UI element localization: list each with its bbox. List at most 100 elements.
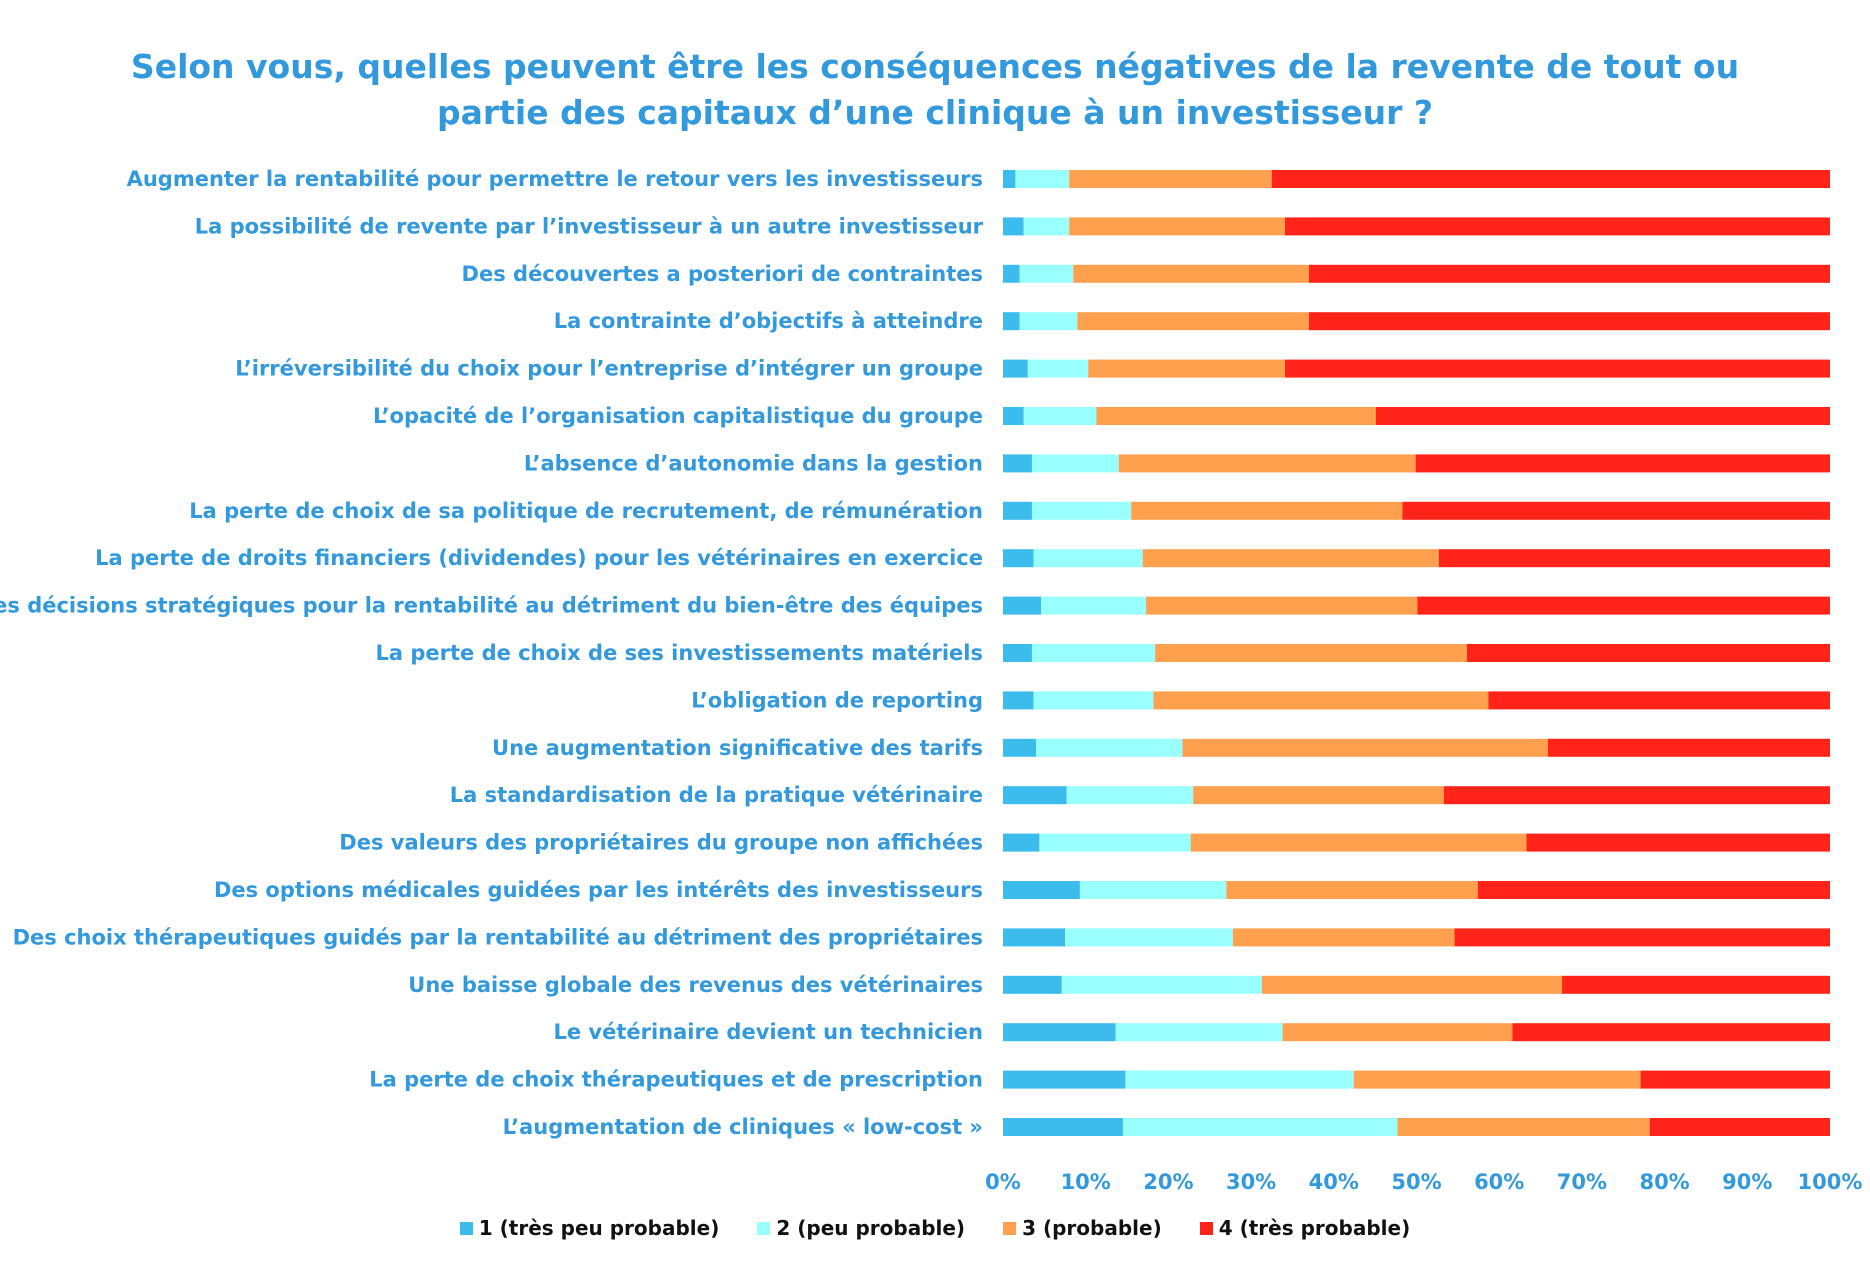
bar-segment-row2-level1 bbox=[1003, 217, 1024, 236]
category-label: L’augmentation de cliniques « low-cost » bbox=[503, 1115, 983, 1139]
bars-layer bbox=[1003, 170, 1830, 1136]
legend-label: 4 (très probable) bbox=[1218, 1216, 1411, 1240]
bar-segment-row14-level4 bbox=[1443, 786, 1830, 805]
bar-segment-row21-level2 bbox=[1122, 1118, 1398, 1136]
bar-segment-row3-level4 bbox=[1308, 264, 1830, 283]
bar-segment-row4-level1 bbox=[1003, 312, 1020, 331]
category-label: La contrainte d’objectifs à atteindre bbox=[554, 309, 983, 333]
bar-segment-row8-level3 bbox=[1131, 501, 1403, 520]
bar-segment-row11-level1 bbox=[1003, 644, 1032, 662]
x-tick-label: 30% bbox=[1226, 1170, 1276, 1194]
legend-swatch bbox=[757, 1221, 771, 1235]
x-axis-ticks-layer: 0% 10% 20% 30% 40% 50% 60% 70% 80% 90% 100% bbox=[985, 1170, 1862, 1194]
bar-segment-row17-level1 bbox=[1003, 928, 1066, 947]
bar-segment-row6-level2 bbox=[1023, 407, 1097, 425]
category-label: La standardisation de la pratique vétéri… bbox=[450, 783, 983, 807]
category-label: Le vétérinaire devient un technicien bbox=[553, 1020, 983, 1044]
bar-segment-row6-level4 bbox=[1375, 407, 1830, 425]
bar-segment-row13-level4 bbox=[1547, 738, 1830, 757]
category-label: L’opacité de l’organisation capitalistiq… bbox=[373, 404, 983, 428]
x-tick-label: 90% bbox=[1722, 1170, 1772, 1194]
bar-segment-row9-level3 bbox=[1142, 549, 1439, 568]
bar-segment-row11-level2 bbox=[1031, 644, 1156, 662]
category-label: La possibilité de revente par l’investis… bbox=[195, 214, 984, 238]
bar-segment-row16-level4 bbox=[1477, 881, 1830, 899]
category-label: Une augmentation significative des tarif… bbox=[492, 736, 983, 760]
category-label: Des options médicales guidées par les in… bbox=[214, 878, 983, 902]
bar-segment-row12-level4 bbox=[1488, 691, 1830, 710]
category-label: La perte de choix de sa politique de rec… bbox=[189, 499, 983, 523]
bar-segment-row18-level3 bbox=[1261, 975, 1563, 994]
bar-segment-row11-level3 bbox=[1155, 644, 1467, 662]
x-tick-label: 70% bbox=[1557, 1170, 1607, 1194]
bar-segment-row5-level1 bbox=[1003, 359, 1028, 378]
bar-segment-row19-level1 bbox=[1003, 1023, 1116, 1042]
bar-segment-row1-level4 bbox=[1271, 170, 1830, 188]
category-label: L’irréversibilité du choix pour l’entrep… bbox=[235, 357, 983, 381]
bar-segment-row15-level2 bbox=[1039, 833, 1191, 852]
bar-segment-row7-level1 bbox=[1003, 454, 1032, 473]
bar-segment-row19-level2 bbox=[1115, 1023, 1283, 1042]
bar-segment-row13-level3 bbox=[1182, 738, 1548, 757]
legend-label: 3 (probable) bbox=[1022, 1216, 1162, 1240]
category-label: Une baisse globale des revenus des vétér… bbox=[408, 973, 983, 997]
bar-segment-row10-level4 bbox=[1417, 596, 1830, 615]
bar-segment-row12-level2 bbox=[1033, 691, 1154, 710]
x-tick-label: 80% bbox=[1639, 1170, 1689, 1194]
bar-segment-row13-level1 bbox=[1003, 738, 1037, 757]
category-label: Des valeurs des propriétaires du groupe … bbox=[339, 831, 983, 855]
bar-segment-row9-level2 bbox=[1033, 549, 1143, 568]
category-label: La perte de choix thérapeutiques et de p… bbox=[369, 1068, 983, 1092]
bar-segment-row7-level2 bbox=[1031, 454, 1119, 473]
bar-segment-row3-level3 bbox=[1073, 264, 1309, 283]
bar-segment-row15-level3 bbox=[1190, 833, 1527, 852]
bar-segment-row11-level4 bbox=[1466, 644, 1830, 662]
legend-swatch bbox=[459, 1221, 473, 1235]
bar-segment-row2-level2 bbox=[1023, 217, 1070, 236]
category-label: Des choix thérapeutiques guidés par la r… bbox=[13, 925, 983, 949]
bar-segment-row4-level2 bbox=[1019, 312, 1078, 331]
category-label: La perte de choix de ses investissements… bbox=[375, 641, 983, 665]
bar-segment-row20-level3 bbox=[1353, 1070, 1641, 1089]
x-tick-label: 50% bbox=[1391, 1170, 1441, 1194]
bar-segment-row15-level4 bbox=[1526, 833, 1830, 852]
bar-segment-row5-level3 bbox=[1088, 359, 1286, 378]
bar-segment-row15-level1 bbox=[1003, 833, 1040, 852]
category-labels-layer: Augmenter la rentabilité pour permettre … bbox=[0, 167, 984, 1139]
bar-segment-row3-level2 bbox=[1019, 264, 1074, 283]
bar-segment-row1-level3 bbox=[1069, 170, 1272, 188]
legend-item-level3: 3 (probable) bbox=[1003, 1216, 1162, 1240]
bar-segment-row12-level3 bbox=[1153, 691, 1489, 710]
x-tick-label: 60% bbox=[1474, 1170, 1524, 1194]
chart-title: Selon vous, quelles peuvent être les con… bbox=[0, 44, 1870, 136]
bar-segment-row7-level3 bbox=[1118, 454, 1416, 473]
legend-item-level4: 4 (très probable) bbox=[1199, 1216, 1411, 1240]
bar-segment-row21-level3 bbox=[1397, 1118, 1650, 1136]
bar-segment-row6-level3 bbox=[1096, 407, 1376, 425]
bar-segment-row17-level2 bbox=[1065, 928, 1233, 947]
bar-segment-row21-level4 bbox=[1649, 1118, 1830, 1136]
bar-segment-row16-level3 bbox=[1226, 881, 1478, 899]
chart-title-line-2: partie des capitaux d’une clinique à un … bbox=[436, 93, 1434, 132]
chart-title-line-1: Selon vous, quelles peuvent être les con… bbox=[130, 47, 1740, 86]
category-label: L’absence d’autonomie dans la gestion bbox=[524, 451, 983, 475]
legend-swatch bbox=[1199, 1221, 1213, 1235]
bar-segment-row14-level1 bbox=[1003, 786, 1067, 805]
legend-label: 2 (peu probable) bbox=[776, 1216, 966, 1240]
bar-segment-row19-level3 bbox=[1282, 1023, 1513, 1042]
x-tick-label: 20% bbox=[1143, 1170, 1193, 1194]
legend-item-level2: 2 (peu probable) bbox=[757, 1216, 965, 1240]
bar-segment-row18-level1 bbox=[1003, 975, 1062, 994]
bar-segment-row2-level4 bbox=[1285, 217, 1830, 236]
x-tick-label: 10% bbox=[1061, 1170, 1111, 1194]
bar-segment-row10-level3 bbox=[1146, 596, 1418, 615]
bar-segment-row9-level4 bbox=[1438, 549, 1830, 568]
bar-segment-row19-level4 bbox=[1512, 1023, 1830, 1042]
legend-item-level1: 1 (très peu probable) bbox=[459, 1216, 719, 1240]
bar-segment-row16-level2 bbox=[1079, 881, 1227, 899]
category-label: Des décisions stratégiques pour la renta… bbox=[0, 594, 983, 618]
bar-segment-row2-level3 bbox=[1069, 217, 1286, 236]
bar-segment-row16-level1 bbox=[1003, 881, 1080, 899]
legend: 1 (très peu probable) 2 (peu probable) 3 (… bbox=[0, 1216, 1870, 1240]
